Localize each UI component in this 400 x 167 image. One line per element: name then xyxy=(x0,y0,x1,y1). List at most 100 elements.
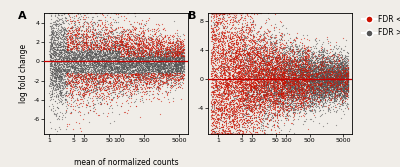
Point xyxy=(302,73,309,76)
Point xyxy=(115,59,122,61)
Point xyxy=(119,65,126,68)
Point xyxy=(225,131,231,134)
Point xyxy=(273,78,280,80)
Point xyxy=(234,76,241,79)
Point xyxy=(286,97,292,100)
Point xyxy=(336,78,342,81)
Point xyxy=(70,54,77,57)
Point xyxy=(219,52,226,55)
Point xyxy=(102,78,108,80)
Point xyxy=(319,83,325,85)
Point xyxy=(278,38,284,41)
Point xyxy=(208,132,215,135)
Point xyxy=(48,59,54,62)
Point xyxy=(56,43,63,46)
Point xyxy=(338,80,345,83)
Point xyxy=(215,96,222,99)
Point xyxy=(259,77,266,80)
Point xyxy=(75,62,81,65)
Point xyxy=(116,49,122,52)
Point xyxy=(297,82,304,84)
Point xyxy=(141,71,148,74)
Point xyxy=(130,61,136,63)
Point xyxy=(65,40,72,42)
Point xyxy=(288,98,294,101)
Point xyxy=(269,57,275,60)
Point xyxy=(160,66,166,69)
Point xyxy=(128,75,134,77)
Point xyxy=(286,76,292,78)
Point xyxy=(63,57,69,60)
Point xyxy=(293,88,299,91)
Point xyxy=(243,59,249,61)
Point xyxy=(115,52,122,54)
Point xyxy=(318,68,325,70)
Point xyxy=(253,54,260,57)
Point xyxy=(62,55,69,57)
Point xyxy=(215,17,222,20)
Point xyxy=(159,75,166,77)
Point xyxy=(339,87,346,89)
Point xyxy=(81,88,88,91)
Point xyxy=(172,83,178,86)
Point xyxy=(169,60,176,63)
Point xyxy=(70,96,76,99)
Point xyxy=(235,132,242,135)
Point xyxy=(218,94,224,97)
Point xyxy=(106,51,112,54)
Point xyxy=(320,99,327,102)
Point xyxy=(121,66,128,69)
Point xyxy=(300,84,306,87)
Point xyxy=(316,94,323,97)
Point xyxy=(157,69,163,72)
Point xyxy=(113,52,120,54)
Point xyxy=(249,95,255,98)
Point xyxy=(290,89,296,91)
Point xyxy=(338,76,344,79)
Point xyxy=(330,92,337,95)
Point xyxy=(260,76,266,79)
Point xyxy=(314,57,321,60)
Point xyxy=(247,33,253,35)
Point xyxy=(166,65,173,67)
Point xyxy=(104,76,111,78)
Point xyxy=(329,67,335,70)
Point xyxy=(145,37,151,40)
Point xyxy=(140,38,146,41)
Point xyxy=(290,94,296,97)
Point xyxy=(235,94,241,96)
Point xyxy=(321,86,328,89)
Point xyxy=(260,72,266,75)
Point xyxy=(274,103,280,106)
Point xyxy=(149,37,155,40)
Point xyxy=(294,71,300,74)
Point xyxy=(324,107,331,110)
Point xyxy=(213,42,219,44)
Point xyxy=(169,41,176,44)
Point xyxy=(318,51,325,53)
Point xyxy=(56,92,62,94)
Point xyxy=(293,90,300,92)
Point xyxy=(208,12,214,15)
Point xyxy=(256,118,263,121)
Point xyxy=(294,78,300,80)
Point xyxy=(57,77,63,79)
Point xyxy=(178,83,185,86)
Point xyxy=(179,58,186,60)
Point xyxy=(54,61,60,63)
Point xyxy=(113,52,119,55)
Point xyxy=(336,73,342,76)
Point xyxy=(137,72,143,74)
Point xyxy=(327,72,334,74)
Point xyxy=(344,86,351,88)
Point xyxy=(52,77,58,79)
Point xyxy=(70,24,77,26)
Point xyxy=(49,103,56,105)
Point xyxy=(177,70,183,72)
Point xyxy=(141,80,148,83)
Point xyxy=(314,76,320,78)
Point xyxy=(322,82,328,85)
Point xyxy=(324,82,330,85)
Point xyxy=(246,108,253,111)
Point xyxy=(341,59,347,62)
